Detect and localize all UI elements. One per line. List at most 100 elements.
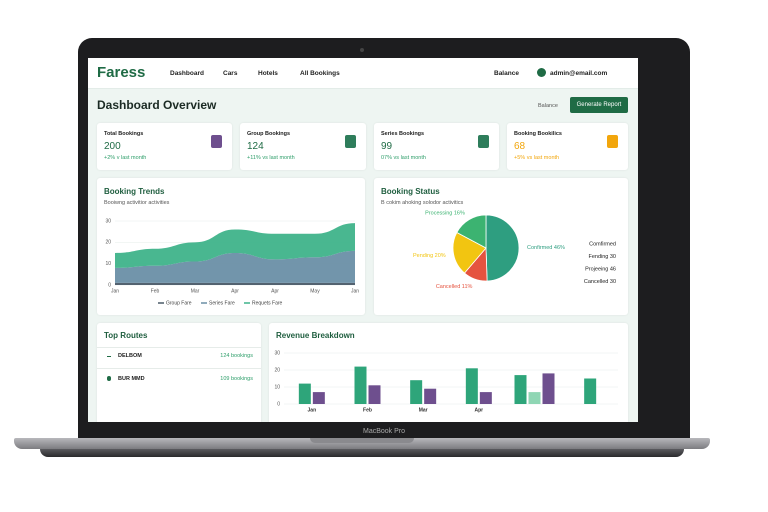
route: BUR MMD [118, 376, 145, 382]
divider [97, 347, 261, 348]
x-tick-label: Feb [151, 288, 160, 294]
card-title: Booking Status [381, 187, 440, 196]
bar [424, 388, 437, 404]
y-tick-label: 20 [105, 240, 111, 246]
pie-slice [456, 214, 487, 249]
bar [312, 392, 325, 404]
stat-card: Total Bookings 200 +2% v last month [97, 123, 232, 170]
legend-label: Cancelled 30 [584, 279, 616, 285]
area [115, 282, 355, 285]
x-tick-label: Jan [111, 288, 119, 294]
laptop-base-bottom [40, 449, 684, 457]
stat-value: 124 [247, 141, 264, 152]
pie-label: Confirmed 46% [527, 245, 565, 251]
stat-card: Group Bookings 124 +11% vs last month [240, 123, 366, 170]
stat-label: Total Bookings [104, 131, 144, 137]
top-routes-card: Top Routes DELBOM 124 bookings BUR MMD 1… [97, 323, 261, 422]
card-title: Top Routes [104, 331, 148, 340]
logo[interactable]: Faress [97, 64, 146, 81]
x-tick-label: May [310, 288, 320, 294]
route: DELBOM [118, 353, 142, 359]
header-balance[interactable]: Balance [538, 103, 558, 109]
stat-change: +11% vs last month [247, 155, 295, 161]
device-label: MacBook Pro [362, 428, 406, 435]
card-subtitle: B cokim ahoking solodor activitics [381, 200, 464, 206]
stat-value: 200 [104, 141, 121, 152]
y-tick-label: 0 [108, 282, 111, 288]
y-tick-label: 20 [274, 367, 280, 373]
bar [354, 366, 367, 404]
legend-label: Fending 30 [588, 254, 616, 260]
stat-card: Series Bookings 99 07% vs last month [374, 123, 499, 170]
pie-label: Processing 16% [425, 210, 465, 216]
nav-item[interactable]: Dashboard [170, 70, 204, 77]
stat-label: Group Bookings [247, 131, 291, 137]
stat-change: +2% v last month [104, 155, 147, 161]
route-bookings: 124 bookings [220, 353, 253, 359]
stat-value: 99 [381, 141, 393, 152]
nav-balance[interactable]: Balance [494, 70, 519, 77]
avatar[interactable] [537, 68, 546, 77]
y-tick-label: 0 [277, 401, 280, 407]
pie-label: Pending 20% [413, 253, 446, 259]
stat-icon [607, 135, 618, 148]
pie-slice [452, 231, 487, 274]
page-title: Dashboard Overview [97, 98, 217, 112]
area [115, 223, 355, 268]
stat-icon [345, 135, 356, 148]
x-tick-label: Mar [419, 407, 428, 413]
x-tick-label: Feb [363, 407, 372, 413]
stat-card: Booking Bookilics 68 +5% vs last month [507, 123, 628, 170]
y-tick-label: 10 [274, 384, 280, 390]
nav-item[interactable]: Hotels [258, 70, 278, 77]
route-icon [107, 356, 111, 357]
laptop-notch [310, 438, 414, 443]
navbar: Faress Dashboard Cars Hotels All Booking… [88, 58, 638, 89]
card-title: Booking Trends [104, 187, 165, 196]
bar [479, 392, 492, 404]
bar [368, 385, 381, 404]
stat-value: 68 [514, 141, 526, 152]
nav-user[interactable]: admin@email.com [550, 70, 608, 77]
camera [360, 48, 364, 52]
bar [584, 378, 597, 404]
route-icon [107, 376, 111, 381]
bar [465, 368, 478, 404]
revenue-card: Revenue Breakdown [269, 323, 628, 422]
legend-label: Group Fare [166, 300, 192, 306]
pie-label: Cancelled 11% [436, 284, 473, 290]
x-tick-label: Mar [191, 288, 200, 294]
charts-layer: 0 10 20 30 Jan Feb Mar Apr Apr May Jan Group Fare Se… [105, 210, 618, 413]
route-bookings: 109 bookings [220, 376, 253, 382]
x-tick-label: Apr [271, 288, 279, 294]
screen: Faress Dashboard Cars Hotels All Booking… [88, 58, 638, 422]
laptop-base [14, 438, 710, 449]
y-tick-label: 10 [105, 261, 111, 267]
card-subtitle: Booiwng activitior activities [104, 200, 170, 206]
y-tick-label: 30 [105, 218, 111, 224]
x-tick-label: Jan [308, 407, 317, 413]
generate-report-button[interactable]: Generate Report [570, 97, 628, 113]
card-title: Revenue Breakdown [276, 331, 355, 340]
bar [410, 380, 423, 404]
legend-label: Requets Fare [252, 300, 283, 306]
stat-change: +5% vs last month [514, 155, 560, 161]
legend-label: Comfirmed [589, 241, 616, 247]
x-tick-label: Apr [231, 288, 239, 294]
legend-label: Projeeing 46 [585, 266, 616, 272]
y-tick-label: 30 [274, 350, 280, 356]
stat-label: Booking Bookilics [514, 131, 562, 137]
bar [542, 373, 555, 404]
stat-change: 07% vs last month [381, 155, 426, 161]
divider [97, 368, 261, 369]
nav-item[interactable]: All Bookings [300, 70, 340, 77]
x-tick-label: Jan [351, 288, 359, 294]
pie-slice [485, 214, 520, 282]
stat-icon [211, 135, 222, 148]
legend-label: Series Fare [209, 300, 235, 306]
nav-item[interactable]: Cars [223, 70, 238, 77]
bar [528, 392, 541, 404]
stat-label: Series Bookings [381, 131, 425, 137]
area [115, 250, 355, 283]
